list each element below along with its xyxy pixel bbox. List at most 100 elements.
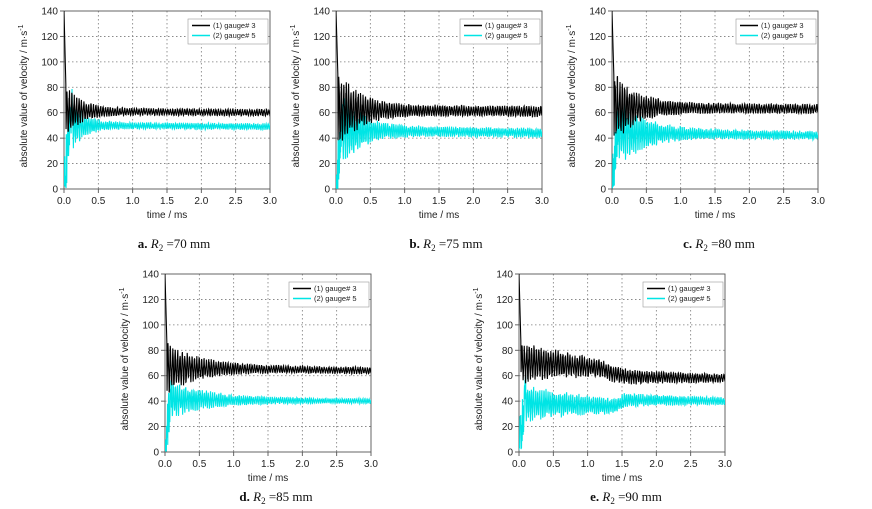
x-tick-label: 2.0	[649, 459, 663, 470]
y-tick-label: 40	[595, 134, 607, 145]
x-tick-label: 1.5	[160, 196, 174, 207]
legend-box	[642, 281, 724, 308]
caption-subscript: 2	[261, 496, 266, 506]
x-tick-label: 1.0	[126, 196, 140, 207]
y-tick-label: 60	[148, 371, 160, 382]
caption-variable: R	[150, 236, 159, 251]
y-tick-label: 0	[153, 448, 159, 459]
legend-entry: (2) gauge# 5	[485, 31, 528, 40]
x-tick-label: 0.5	[363, 196, 377, 207]
panel-caption: a. R2 =70 mm	[138, 236, 211, 253]
panel-caption: d. R2 =85 mm	[239, 489, 312, 506]
x-tick-label: 1.5	[615, 459, 629, 470]
y-tick-label: 120	[589, 32, 606, 43]
caption-letter: e.	[590, 489, 602, 504]
y-tick-label: 100	[142, 320, 159, 331]
series-line-gauge-3	[165, 274, 371, 393]
x-tick-label: 2.0	[194, 196, 208, 207]
series-line-gauge-5	[519, 375, 725, 451]
legend: (1) gauge# 3(2) gauge# 5	[459, 18, 541, 45]
caption-value: =70 mm	[163, 236, 210, 251]
y-tick-label: 80	[148, 346, 160, 357]
series-line-gauge-3	[336, 11, 542, 141]
legend-entry: (1) gauge# 3	[761, 21, 804, 30]
x-tick-label: 1.0	[581, 459, 595, 470]
x-tick-label: 0.5	[91, 196, 105, 207]
chart-panel-d: 0.0 0.5 1.0 1.5 2.0 2.5 3.0 0 20 40 60 80 100 120 140 t…	[119, 270, 378, 507]
y-tick-label: 120	[313, 32, 330, 43]
x-tick-label: 1.5	[708, 196, 722, 207]
legend-box	[187, 18, 269, 45]
x-axis-label: time / ms	[147, 210, 188, 221]
chart-panel-b: 0.0 0.5 1.0 1.5 2.0 2.5 3.0 0 20 40 60 80 100 120 140 t…	[290, 7, 549, 254]
y-tick-label: 80	[502, 346, 514, 357]
caption-letter: b.	[409, 236, 423, 251]
legend: (1) gauge# 3(2) gauge# 5	[288, 281, 370, 308]
y-axis-label-sup: -1	[566, 24, 573, 30]
y-axis-label: absolute value of velocity / m·s-1	[566, 24, 578, 167]
x-axis-label: time / ms	[695, 210, 736, 221]
y-tick-label: 20	[47, 159, 59, 170]
grid-lines	[64, 11, 270, 189]
y-tick-label: 0	[324, 185, 330, 196]
legend-entry: (2) gauge# 5	[314, 294, 357, 303]
series-line-gauge-3	[519, 274, 725, 385]
y-axis-label-sup: -1	[119, 287, 126, 293]
caption-variable: R	[422, 236, 431, 251]
y-tick-label: 60	[502, 371, 514, 382]
y-tick-label: 140	[142, 270, 159, 281]
y-tick-label: 100	[589, 57, 606, 68]
caption-letter: c.	[683, 236, 695, 251]
x-tick-label: 0.0	[605, 196, 619, 207]
caption-variable: R	[252, 489, 261, 504]
x-tick-label: 0.0	[512, 459, 526, 470]
y-tick-label: 100	[41, 57, 58, 68]
panel-caption: b. R2 =75 mm	[409, 236, 482, 253]
caption-value: =75 mm	[436, 236, 483, 251]
caption-subscript: 2	[610, 496, 615, 506]
series-line-gauge-3	[612, 11, 818, 136]
series-line-gauge-5	[64, 89, 270, 189]
y-tick-label: 140	[41, 7, 58, 18]
panel-caption: e. R2 =90 mm	[590, 489, 662, 506]
x-tick-label: 1.5	[261, 459, 275, 470]
y-tick-label: 60	[595, 108, 607, 119]
y-tick-label: 20	[319, 159, 331, 170]
y-axis-label: absolute value of velocity / m·s-1	[119, 287, 131, 430]
x-tick-label: 3.0	[263, 196, 277, 207]
chart-panel-a: 0.0 0.5 1.0 1.5 2.0 2.5 3.0 0 20 40 60 80 100 120 140 t…	[18, 7, 277, 254]
legend-box	[735, 18, 817, 45]
caption-variable: R	[601, 489, 610, 504]
y-tick-label: 140	[313, 7, 330, 18]
x-axis-label: time / ms	[419, 210, 460, 221]
y-tick-label: 80	[319, 83, 331, 94]
x-tick-label: 0.5	[192, 459, 206, 470]
y-tick-label: 80	[47, 83, 59, 94]
x-axis-label: time / ms	[602, 473, 643, 484]
x-tick-label: 0.5	[639, 196, 653, 207]
y-tick-label: 0	[600, 185, 606, 196]
series-line-gauge-3	[64, 11, 270, 132]
legend-entry: (2) gauge# 5	[668, 294, 711, 303]
y-tick-label: 120	[142, 295, 159, 306]
x-tick-label: 2.5	[777, 196, 791, 207]
y-tick-label: 40	[502, 397, 514, 408]
y-tick-label: 40	[148, 397, 160, 408]
legend-entry: (1) gauge# 3	[485, 21, 528, 30]
legend-entry: (1) gauge# 3	[213, 21, 256, 30]
x-tick-label: 3.0	[364, 459, 378, 470]
series-line-gauge-5	[612, 102, 818, 189]
y-tick-label: 20	[595, 159, 607, 170]
caption-subscript: 2	[159, 243, 164, 253]
caption-letter: a.	[138, 236, 151, 251]
caption-letter: d.	[239, 489, 253, 504]
x-tick-label: 2.5	[684, 459, 698, 470]
x-axis-label: time / ms	[248, 473, 289, 484]
x-tick-label: 2.0	[466, 196, 480, 207]
legend-entry: (2) gauge# 5	[213, 31, 256, 40]
y-tick-label: 60	[319, 108, 331, 119]
y-tick-label: 120	[41, 32, 58, 43]
legend: (1) gauge# 3(2) gauge# 5	[642, 281, 724, 308]
x-tick-label: 3.0	[718, 459, 732, 470]
